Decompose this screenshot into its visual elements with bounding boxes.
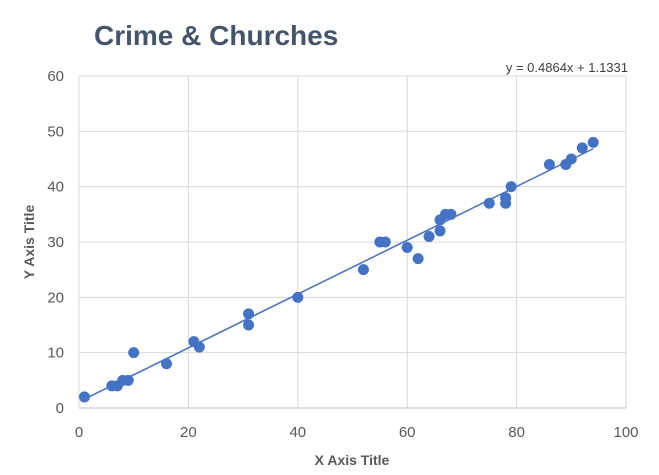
data-point	[565, 153, 577, 165]
data-point	[500, 197, 512, 209]
x-axis-title: X Axis Title	[315, 452, 390, 468]
gridlines	[78, 75, 627, 409]
data-point	[434, 225, 446, 237]
x-tick-label: 100	[613, 424, 638, 441]
data-point	[193, 341, 205, 353]
data-point	[122, 374, 134, 386]
y-tick-label: 0	[56, 400, 64, 417]
y-tick-label: 40	[47, 179, 64, 196]
y-tick-label: 30	[47, 234, 64, 251]
y-tick-label: 50	[47, 123, 64, 140]
x-tick-label: 40	[289, 424, 306, 441]
data-point	[128, 347, 140, 359]
data-point	[505, 181, 517, 193]
data-point	[445, 208, 457, 220]
data-point	[161, 358, 173, 370]
data-point	[357, 264, 369, 276]
data-point	[576, 142, 588, 154]
data-point	[243, 319, 255, 331]
data-point	[379, 236, 391, 248]
data-point	[587, 136, 599, 148]
data-point	[423, 230, 435, 242]
chart-title: Crime & Churches	[94, 20, 338, 51]
trendline-equation: y = 0.4864x + 1.1331	[506, 60, 628, 75]
y-tick-label: 20	[47, 289, 64, 306]
y-axis-title: Y Axis Title	[21, 205, 37, 280]
data-points	[78, 136, 599, 403]
axes: 0 20 40 60 80 100 0 10 20 30 40 50 60	[47, 68, 638, 441]
data-point	[292, 291, 304, 303]
y-tick-label: 60	[47, 68, 64, 85]
data-point	[401, 242, 413, 254]
x-tick-label: 80	[508, 424, 525, 441]
data-point	[483, 197, 495, 209]
data-point	[78, 391, 90, 403]
data-point	[543, 159, 555, 171]
y-tick-label: 10	[47, 345, 64, 362]
x-tick-label: 0	[75, 424, 83, 441]
data-point	[412, 253, 424, 265]
x-tick-label: 20	[180, 424, 197, 441]
x-tick-label: 60	[399, 424, 416, 441]
data-point	[243, 308, 255, 320]
